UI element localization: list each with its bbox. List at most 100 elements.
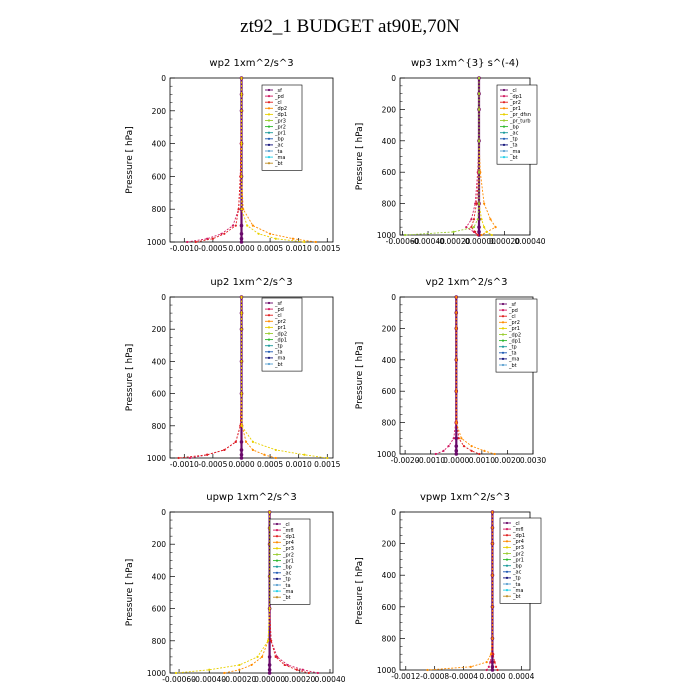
legend-marker xyxy=(502,131,506,134)
data-point xyxy=(240,360,243,363)
data-point xyxy=(470,218,473,221)
data-point xyxy=(307,671,310,675)
y-tick-label: 600 xyxy=(382,387,397,396)
y-tick-label: 400 xyxy=(152,357,167,366)
x-tick-label: 0.00020 xyxy=(284,675,315,684)
panel-2: wp3 1xm^{3} s^(-4) Pressure [ hPa] 0 200 400… xyxy=(355,58,546,246)
series-line-3 xyxy=(178,297,242,459)
legend-marker xyxy=(502,107,506,110)
panel-title: up2 1xm^2/s^3 xyxy=(210,277,292,288)
panel-title: wp2 1xm^2/s^3 xyxy=(209,58,293,69)
legend-entry: _dp1 xyxy=(512,533,525,539)
y-tick-label: 800 xyxy=(382,419,397,428)
legend-marker xyxy=(505,540,509,543)
legend-marker xyxy=(505,534,509,537)
data-point xyxy=(490,233,493,237)
legend-marker xyxy=(501,302,505,306)
data-point xyxy=(483,202,486,205)
legend-entry: _ma xyxy=(508,357,519,363)
legend-entry: _tp xyxy=(508,345,517,351)
data-point xyxy=(476,218,479,221)
x-tick-label: 0.0005 xyxy=(257,460,283,469)
data-point xyxy=(267,667,272,672)
panel-title: vpwp 1xm^2/s^3 xyxy=(420,492,510,503)
series-line-3 xyxy=(455,297,480,455)
data-point xyxy=(301,668,304,671)
x-tick-label: -0.0012 xyxy=(391,672,420,681)
data-point xyxy=(477,171,481,174)
legend-marker xyxy=(267,308,271,311)
legend-entry: _dp2 xyxy=(274,331,287,337)
legend-marker xyxy=(501,351,505,354)
data-point xyxy=(239,223,244,228)
legend-entry: _tp xyxy=(509,137,518,143)
data-point xyxy=(240,424,243,427)
series-line-4 xyxy=(455,297,495,455)
x-tick-label: -0.0005 xyxy=(198,244,227,253)
y-tick-label: 200 xyxy=(382,324,397,333)
legend-marker xyxy=(501,321,505,324)
legend-entry: _pr1 xyxy=(512,557,524,563)
data-point xyxy=(188,456,192,460)
legend-marker xyxy=(275,565,279,568)
data-point xyxy=(283,663,286,667)
legend-marker xyxy=(267,101,271,104)
data-point xyxy=(223,448,226,452)
data-point xyxy=(491,526,494,529)
data-point xyxy=(489,661,492,664)
data-point xyxy=(242,208,245,211)
y-tick-label: 0 xyxy=(391,74,396,83)
legend-entry: _dp1 xyxy=(274,112,287,118)
x-tick-label: -0.00020 xyxy=(223,675,257,684)
data-point xyxy=(267,663,272,667)
data-point xyxy=(263,453,266,456)
legend-marker xyxy=(502,137,506,140)
y-axis-label: Pressure [ hPa] xyxy=(125,344,135,411)
legend-marker xyxy=(502,88,506,92)
legend-marker xyxy=(501,357,505,360)
y-tick-label: 200 xyxy=(382,105,397,114)
data-point xyxy=(477,139,481,142)
data-point xyxy=(491,510,494,514)
series-line-5 xyxy=(241,297,328,459)
data-point xyxy=(231,224,235,227)
data-point xyxy=(460,437,463,440)
legend-marker xyxy=(275,522,279,526)
data-point xyxy=(274,448,277,452)
legend-marker xyxy=(267,119,271,122)
x-tick-label: 0.0000 xyxy=(443,456,469,465)
data-point xyxy=(455,358,458,361)
legend-entry: _pr1 xyxy=(282,558,294,564)
data-point xyxy=(240,93,243,96)
data-point xyxy=(477,225,481,229)
y-tick-label: 200 xyxy=(382,540,397,549)
x-tick-label: 0.00040 xyxy=(514,237,545,246)
data-point xyxy=(270,639,273,642)
legend-entry: _dp2 xyxy=(274,106,287,112)
series-line-4 xyxy=(478,78,497,236)
data-point xyxy=(251,440,255,443)
y-axis-label: Pressure [ hPa] xyxy=(355,123,365,190)
legend-entry: _cl xyxy=(512,521,520,527)
legend-marker xyxy=(505,521,509,525)
data-point xyxy=(452,230,455,233)
x-tick-label: 0.0015 xyxy=(314,244,340,253)
data-point xyxy=(478,452,481,456)
x-tick-label: 0.00020 xyxy=(489,237,520,246)
y-tick-label: 0 xyxy=(161,508,166,517)
y-tick-label: 800 xyxy=(152,205,167,214)
legend-entry: _sf xyxy=(274,88,282,94)
y-tick-label: 1000 xyxy=(147,454,166,463)
data-point xyxy=(256,655,259,659)
legend-marker xyxy=(275,547,279,550)
y-tick-label: 0 xyxy=(391,293,396,302)
x-tick-label: -0.0008 xyxy=(420,672,449,681)
x-tick-label: -0.0010 xyxy=(170,244,199,253)
legend-marker xyxy=(502,125,506,128)
legend-marker xyxy=(275,583,279,587)
data-point xyxy=(476,233,479,237)
data-point xyxy=(454,444,459,448)
y-axis-label: Pressure [ hPa] xyxy=(355,557,365,624)
legend-marker xyxy=(505,546,509,549)
legend-entry: _pr2 xyxy=(274,319,286,325)
